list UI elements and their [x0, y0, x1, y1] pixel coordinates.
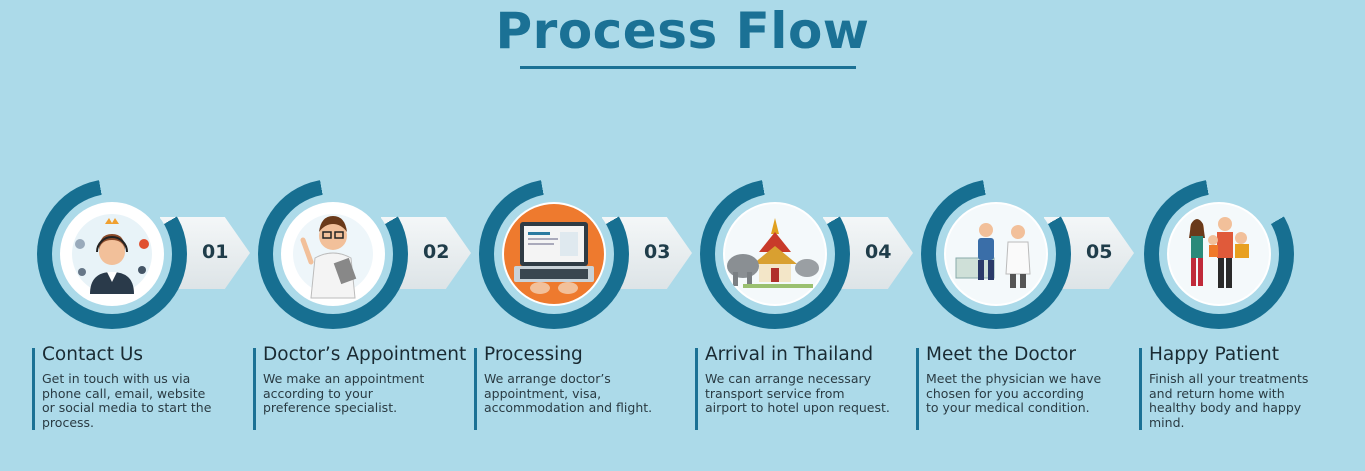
description-line: We arrange doctor’s [484, 371, 611, 386]
description-line: preference specialist. [263, 400, 398, 415]
step-title: Contact Us [42, 344, 144, 365]
step-bar [474, 348, 477, 430]
step-number: 04 [865, 241, 892, 263]
step-description: Meet the physician we have chosen for yo… [926, 371, 1116, 416]
description-line: Get in touch with us via [42, 371, 191, 386]
step-title: Processing [484, 344, 583, 365]
description-line: transport service from [705, 385, 845, 401]
step-number: 05 [1086, 241, 1113, 263]
step-description: We arrange doctor’s appointment, visa, a… [484, 371, 674, 416]
description-line: mind. [1149, 414, 1185, 430]
thai-temple-elephant-icon [723, 202, 827, 306]
description-line: Finish all your treatments [1149, 371, 1309, 386]
description-line: chosen for you according [926, 385, 1084, 401]
step-bar [32, 348, 35, 430]
step-number: 02 [423, 241, 450, 263]
description-line: to your medical condition. [926, 400, 1090, 415]
title-underline [520, 66, 856, 69]
step-description: We make an appointment according to your… [263, 371, 453, 416]
description-line: accommodation and flight. [484, 400, 653, 415]
step-title: Meet the Doctor [926, 344, 1077, 365]
page-title: Process Flow [495, 2, 870, 60]
description-line: airport to hotel upon request. [705, 400, 890, 415]
step-title: Doctor’s Appointment [263, 344, 467, 365]
step-bar [253, 348, 256, 430]
step-description: We can arrange necessary transport servi… [705, 371, 895, 416]
doctor-icon [281, 202, 385, 306]
step-description: Finish all your treatments and return ho… [1149, 371, 1339, 430]
step-number: 03 [644, 241, 671, 263]
step-bar [1139, 348, 1142, 430]
step-bar [695, 348, 698, 430]
step-title: Arrival in Thailand [705, 344, 874, 365]
description-line: healthy body and happy [1149, 400, 1302, 415]
description-line: We make an appointment [263, 371, 425, 386]
step-number: 01 [202, 241, 229, 263]
doctor-patient-consultation-icon [944, 202, 1048, 306]
description-line: Meet the physician we have [926, 371, 1102, 386]
description-line: according to your [263, 385, 373, 401]
description-line: or social media to start the [42, 400, 212, 415]
step-description: Get in touch with us via phone call, ema… [42, 371, 232, 430]
happy-family-icon [1167, 202, 1271, 306]
step-bar [916, 348, 919, 430]
laptop-processing-icon [502, 202, 606, 306]
description-line: appointment, visa, [484, 385, 602, 401]
call-center-agent-icon [60, 202, 164, 306]
description-line: process. [42, 414, 95, 430]
step-title: Happy Patient [1149, 344, 1279, 365]
description-line: We can arrange necessary [705, 371, 872, 386]
description-line: phone call, email, website [42, 385, 206, 401]
description-line: and return home with [1149, 385, 1285, 401]
